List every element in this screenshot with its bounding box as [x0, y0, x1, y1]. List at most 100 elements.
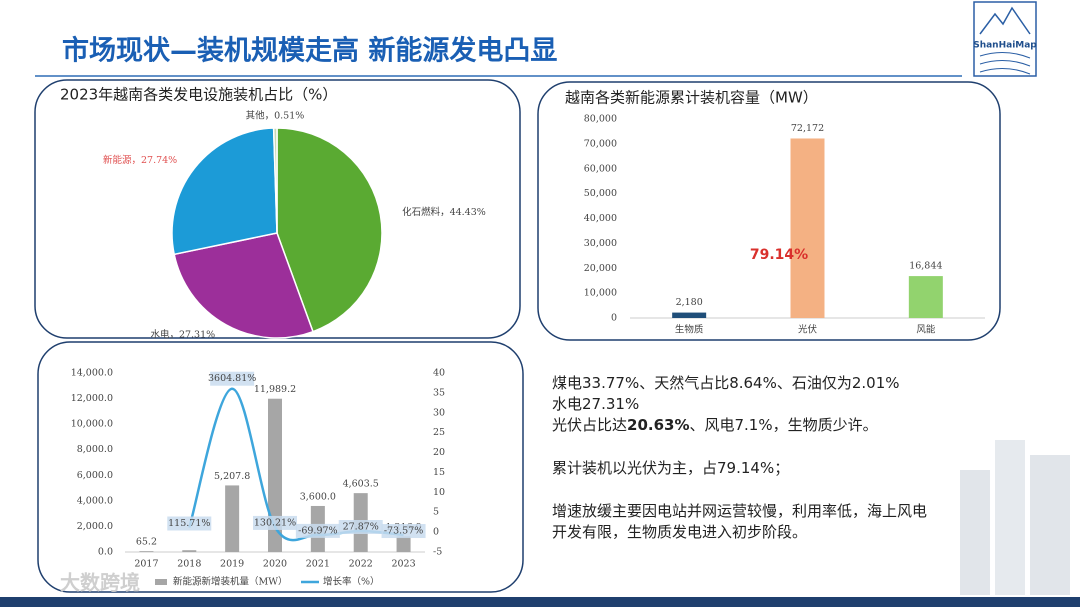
- bar: [182, 550, 197, 552]
- chart-title: 2023年越南各类发电设施装机占比（%）: [60, 86, 337, 104]
- y2-tick-label: -5: [433, 547, 442, 558]
- y-tick-label: 12,000.0: [71, 393, 113, 404]
- y2-tick-label: 15: [433, 467, 445, 478]
- value-label: 11,989.2: [254, 384, 296, 395]
- label-box: [338, 520, 383, 535]
- body-line: 光伏占比达20.63%、风电7.1%，生物质少许。: [552, 416, 878, 434]
- line-label: -73.57%: [384, 526, 423, 537]
- x-tick-label: 2022: [349, 559, 373, 570]
- value-label: 5,207.8: [214, 471, 250, 482]
- pie-slice: [272, 127, 278, 234]
- pie-slice: [276, 127, 383, 333]
- x-tick-label: 2019: [220, 559, 244, 570]
- label-box: [253, 515, 297, 530]
- logo-waves: [979, 52, 1031, 75]
- x-tick-label: 2017: [134, 559, 158, 570]
- value-label: 4,603.5: [343, 479, 379, 490]
- body-segment: 开发有限，生物质发电进入初步阶段。: [552, 523, 807, 541]
- legend-label: 增长率（%）: [323, 576, 380, 588]
- y-tick-label: 30,000: [584, 238, 617, 249]
- line-label: 27.87%: [343, 522, 379, 533]
- x-tick-label: 风能: [916, 324, 936, 336]
- y2-tick-label: 25: [433, 427, 445, 438]
- y2-tick-label: 35: [433, 387, 445, 398]
- label-box: [210, 371, 255, 386]
- bar: [268, 398, 282, 552]
- y2-tick-label: 0: [433, 527, 439, 538]
- y2-tick-label: 40: [433, 368, 445, 379]
- x-tick-label: 生物质: [675, 324, 704, 336]
- body-segment: 20.63%: [627, 416, 689, 434]
- legend-swatch: [155, 579, 167, 585]
- line-label: 115.71%: [168, 518, 210, 529]
- y2-tick-label: 30: [433, 407, 445, 418]
- logo-frame: [973, 1, 1037, 77]
- y-tick-label: 50,000: [584, 188, 617, 199]
- logo-mountain: [979, 6, 1031, 35]
- bar: [790, 138, 825, 318]
- body-line: 累计装机以光伏为主，占79.14%；: [552, 459, 789, 477]
- x-tick-label: 2018: [177, 559, 201, 570]
- value-label: 3,600.0: [300, 491, 336, 502]
- body-segment: 、风电7.1%，生物质少许。: [690, 416, 878, 434]
- body-line: 开发有限，生物质发电进入初步阶段。: [552, 523, 807, 541]
- y-tick-label: 40,000: [584, 213, 617, 224]
- legend-label: 新能源新增装机量（MW）: [173, 576, 288, 588]
- body-segment: 煤电33.77%、天然气占比8.64%、石油仅为2.01%: [552, 374, 900, 392]
- bar: [225, 485, 240, 552]
- watermark: 大数跨境: [60, 571, 140, 595]
- y-tick-label: 2,000.0: [77, 521, 113, 532]
- bar: [908, 276, 943, 318]
- value-label: 2,180: [676, 297, 703, 308]
- pie-label: 化石燃料，44.43%: [402, 206, 486, 218]
- bar-panel: [537, 81, 1001, 341]
- y-tick-label: 10,000.0: [71, 419, 113, 430]
- chart-title: 越南各类新能源累计装机容量（MW）: [565, 89, 818, 107]
- line-label: -69.97%: [298, 525, 337, 536]
- x-tick-label: 2023: [391, 559, 415, 570]
- slide-title: 市场现状—装机规模走高 新能源发电凸显: [62, 35, 557, 67]
- bar: [672, 312, 707, 318]
- body-line: 水电27.31%: [552, 395, 639, 413]
- logo: ShanHaiMap: [973, 1, 1037, 77]
- bottom-band: [0, 597, 1080, 607]
- body-segment: 增速放缓主要因电站并网运营较慢，利用率低，海上风电: [552, 502, 927, 520]
- y-tick-label: 8,000.0: [77, 444, 113, 455]
- pie-label: 其他，0.51%: [246, 110, 305, 122]
- label-box: [295, 523, 340, 538]
- building-deco: [960, 440, 1070, 595]
- label-box: [167, 516, 212, 531]
- pie-label: 新能源，27.74%: [103, 154, 177, 166]
- x-tick-label: 2020: [263, 559, 287, 570]
- y-tick-label: 14,000.0: [71, 368, 113, 379]
- label-box: [381, 524, 426, 539]
- bar: [139, 551, 154, 552]
- y2-tick-label: 10: [433, 487, 445, 498]
- y2-tick-label: 5: [433, 507, 439, 518]
- y2-tick-label: 20: [433, 447, 445, 458]
- logo-text: ShanHaiMap: [973, 41, 1037, 51]
- pie-slice: [173, 232, 314, 339]
- y-tick-label: 80,000: [584, 114, 617, 125]
- body-segment: 光伏占比达: [552, 416, 627, 434]
- y-tick-label: 4,000.0: [77, 495, 113, 506]
- y-tick-label: 6,000.0: [77, 470, 113, 481]
- y-tick-label: 20,000: [584, 263, 617, 274]
- pie-slice: [171, 127, 278, 256]
- body-segment: 累计装机以光伏为主，占79.14%；: [552, 459, 789, 477]
- line-label: 130.21%: [254, 517, 296, 528]
- y-tick-label: 0: [611, 313, 617, 324]
- y-tick-label: 60,000: [584, 163, 617, 174]
- combo-panel: [37, 341, 524, 593]
- x-tick-label: 2021: [306, 559, 330, 570]
- x-tick-label: 光伏: [798, 324, 818, 336]
- value-label: 16,844: [909, 261, 942, 272]
- annotation: 79.14%: [750, 247, 808, 263]
- body-line: 增速放缓主要因电站并网运营较慢，利用率低，海上风电: [552, 502, 927, 520]
- value-label: 65.2: [136, 537, 157, 548]
- y-tick-label: 10,000: [584, 288, 617, 299]
- line-label: 3604.81%: [208, 373, 256, 384]
- bar: [396, 536, 411, 552]
- pie-label: 水电，27.31%: [150, 329, 215, 341]
